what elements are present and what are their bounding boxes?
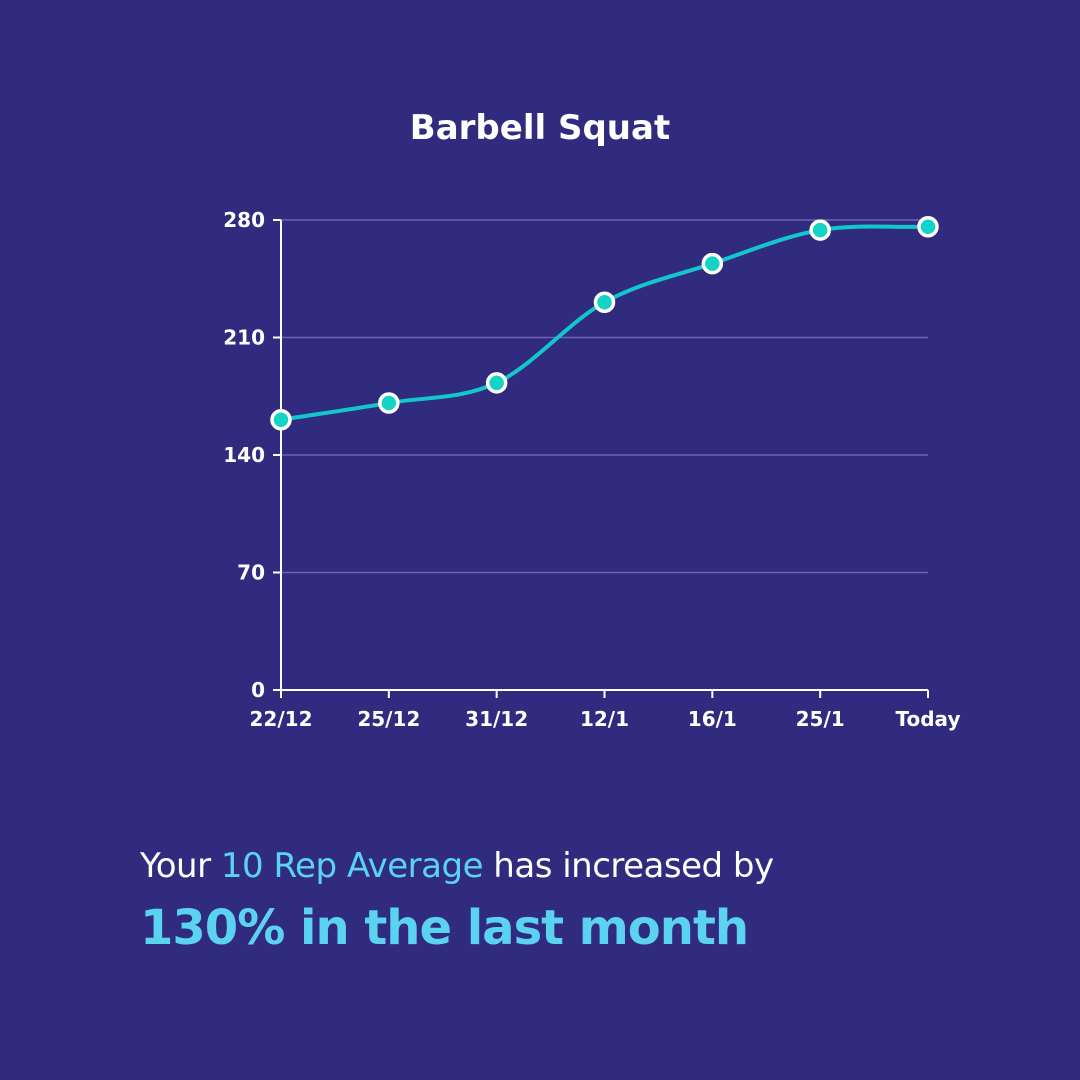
data-point-31/12	[485, 372, 508, 394]
y-tick-label: 210	[223, 326, 265, 350]
series-line	[279, 224, 930, 422]
caption: Your 10 Rep Average has increased by	[140, 846, 774, 886]
caption-highlight: 10 Rep Average	[220, 846, 484, 886]
x-tick-label: Today	[896, 707, 961, 731]
data-point-25/12	[378, 392, 400, 414]
data-point-25/1	[809, 219, 831, 241]
data-point-Today	[917, 215, 939, 238]
y-tick-label: 70	[237, 561, 265, 585]
data-point-22/12	[270, 409, 292, 431]
y-tick-label: 280	[223, 208, 265, 232]
x-tick-label: 31/12	[465, 707, 528, 731]
caption-prefix: Your	[140, 846, 221, 886]
y-tick-label: 140	[223, 443, 265, 467]
headline: 130% in the last month	[140, 900, 749, 956]
data-point-16/1	[701, 252, 724, 275]
x-tick-label: 16/1	[688, 707, 737, 731]
x-tick-label: 25/12	[357, 707, 420, 731]
chart-title: Barbell Squat	[409, 108, 671, 148]
series	[270, 215, 939, 431]
x-tick-label: 22/12	[250, 707, 313, 731]
tick-labels: 0 70 140 210 280 22/12 25/12 31/12 12/1 16/1 25/1 T…	[223, 208, 960, 731]
x-tick-label: 12/1	[580, 707, 629, 731]
y-tick-label: 0	[251, 678, 265, 702]
axes	[273, 219, 929, 698]
caption-suffix: has increased by	[483, 846, 774, 886]
gridlines	[281, 219, 928, 574]
x-tick-label: 25/1	[796, 707, 845, 731]
data-point-12/1	[593, 291, 616, 313]
